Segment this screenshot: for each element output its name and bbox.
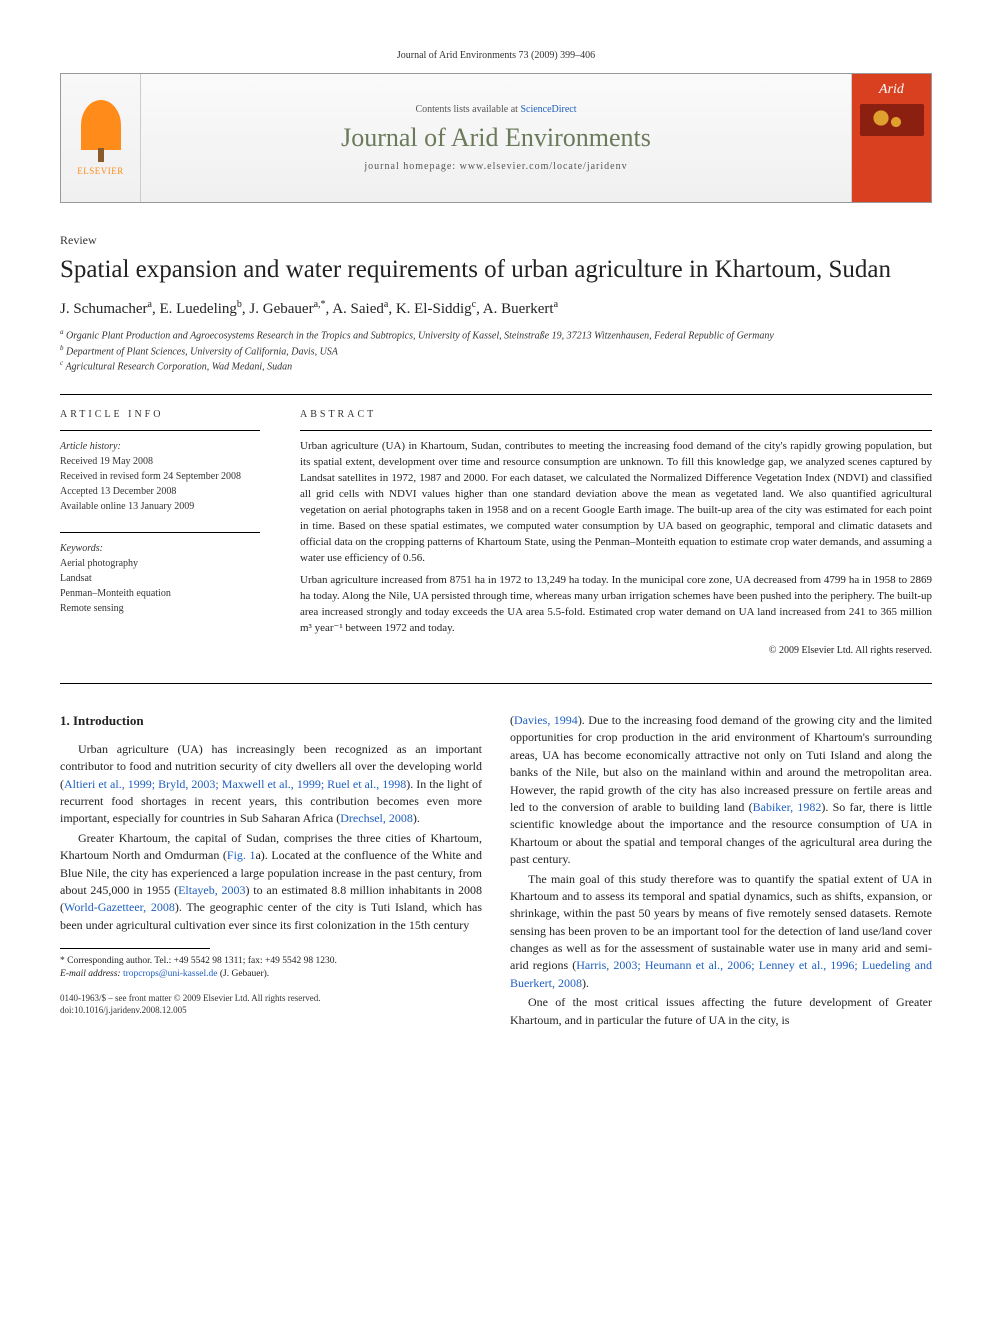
keywords-block: Keywords: Aerial photography Landsat Pen… [60, 541, 260, 616]
author-list: J. Schumachera, E. Luedelingb, J. Gebaue… [60, 299, 932, 318]
cover-map-icon [860, 104, 924, 136]
email-link[interactable]: tropcrops@uni-kassel.de [123, 969, 218, 979]
article-title: Spatial expansion and water requirements… [60, 254, 932, 285]
abstract-copyright: © 2009 Elsevier Ltd. All rights reserved… [300, 644, 932, 659]
masthead-center: Contents lists available at ScienceDirec… [141, 74, 851, 202]
contents-prefix: Contents lists available at [415, 104, 520, 115]
keyword-item: Penman–Monteith equation [60, 586, 260, 601]
article-info-label: ARTICLE INFO [60, 409, 260, 420]
keywords-label: Keywords: [60, 541, 260, 556]
footnotes: * Corresponding author. Tel.: +49 5542 9… [60, 955, 482, 982]
article-history: Article history: Received 19 May 2008 Re… [60, 439, 260, 514]
keyword-item: Aerial photography [60, 556, 260, 571]
figure-link[interactable]: Fig. 1 [227, 848, 256, 862]
email-line: E-mail address: tropcrops@uni-kassel.de … [60, 968, 482, 981]
keyword-item: Landsat [60, 571, 260, 586]
history-online: Available online 13 January 2009 [60, 499, 260, 514]
article-info-column: ARTICLE INFO Article history: Received 1… [60, 409, 260, 659]
journal-name-header: Journal of Arid Environments [341, 123, 651, 153]
doi-line: doi:10.1016/j.jaridenv.2008.12.005 [60, 1004, 482, 1017]
citation-link[interactable]: Babiker, 1982 [753, 800, 822, 814]
sciencedirect-link[interactable]: ScienceDirect [520, 104, 576, 115]
running-citation: Journal of Arid Environments 73 (2009) 3… [60, 50, 932, 61]
cover-thumbnail: Arid [851, 74, 931, 202]
body-paragraph: (Davies, 1994). Due to the increasing fo… [510, 712, 932, 869]
page-root: Journal of Arid Environments 73 (2009) 3… [0, 0, 992, 1081]
citation-link[interactable]: Drechsel, 2008 [340, 811, 413, 825]
history-revised: Received in revised form 24 September 20… [60, 469, 260, 484]
abstract-label: ABSTRACT [300, 409, 932, 420]
body-paragraph: Urban agriculture (UA) has increasingly … [60, 741, 482, 828]
abstract-p1: Urban agriculture (UA) in Khartoum, Suda… [300, 439, 932, 567]
journal-homepage-line: journal homepage: www.elsevier.com/locat… [364, 161, 627, 172]
article-meta-row: ARTICLE INFO Article history: Received 1… [60, 409, 932, 659]
bottom-meta: 0140-1963/$ – see front matter © 2009 El… [60, 992, 482, 1017]
abstract-column: ABSTRACT Urban agriculture (UA) in Khart… [300, 409, 932, 659]
email-label: E-mail address: [60, 969, 123, 979]
affiliation-b: b Department of Plant Sciences, Universi… [60, 344, 932, 359]
affiliation-c-text: Agricultural Research Corporation, Wad M… [65, 361, 292, 372]
article-type: Review [60, 233, 932, 248]
footnote-separator [60, 948, 210, 949]
body-paragraph: Greater Khartoum, the capital of Sudan, … [60, 830, 482, 934]
citation-link[interactable]: Davies, 1994 [514, 713, 578, 727]
history-label: Article history: [60, 439, 260, 454]
citation-link[interactable]: World-Gazetteer, 2008 [64, 900, 175, 914]
history-received: Received 19 May 2008 [60, 454, 260, 469]
body-paragraph: The main goal of this study therefore wa… [510, 871, 932, 993]
history-accepted: Accepted 13 December 2008 [60, 484, 260, 499]
email-name: (J. Gebauer). [217, 969, 269, 979]
abstract-text: Urban agriculture (UA) in Khartoum, Suda… [300, 439, 932, 659]
keyword-item: Remote sensing [60, 601, 260, 616]
section-heading-1: 1. Introduction [60, 712, 482, 731]
issn-line: 0140-1963/$ – see front matter © 2009 El… [60, 992, 482, 1005]
body-text: ). [582, 976, 589, 990]
keywords-divider [60, 532, 260, 533]
contents-available-line: Contents lists available at ScienceDirec… [415, 104, 576, 115]
affiliation-c: c Agricultural Research Corporation, Wad… [60, 359, 932, 374]
publisher-logo: ELSEVIER [61, 74, 141, 202]
body-divider [60, 683, 932, 684]
section-divider [60, 394, 932, 395]
affiliation-a: a Organic Plant Production and Agroecosy… [60, 328, 932, 343]
corresponding-author-note: * Corresponding author. Tel.: +49 5542 9… [60, 955, 482, 968]
abstract-p2: Urban agriculture increased from 8751 ha… [300, 573, 932, 637]
info-divider [60, 430, 260, 431]
homepage-url: www.elsevier.com/locate/jaridenv [460, 161, 628, 172]
cover-title: Arid [879, 82, 904, 98]
homepage-prefix: journal homepage: [364, 161, 459, 172]
elsevier-tree-icon [81, 100, 121, 150]
affiliations: a Organic Plant Production and Agroecosy… [60, 328, 932, 374]
affiliation-b-text: Department of Plant Sciences, University… [66, 346, 338, 357]
citation-link[interactable]: Altieri et al., 1999; Bryld, 2003; Maxwe… [64, 777, 406, 791]
body-text: ). [413, 811, 420, 825]
citation-link[interactable]: Eltayeb, 2003 [178, 883, 245, 897]
body-paragraph: One of the most critical issues affectin… [510, 994, 932, 1029]
journal-masthead: ELSEVIER Contents lists available at Sci… [60, 73, 932, 203]
body-text: ). Due to the increasing food demand of … [510, 713, 932, 814]
affiliation-a-text: Organic Plant Production and Agroecosyst… [66, 331, 774, 342]
publisher-name: ELSEVIER [77, 166, 124, 176]
abstract-divider [300, 430, 932, 431]
body-columns: 1. Introduction Urban agriculture (UA) h… [60, 712, 932, 1031]
